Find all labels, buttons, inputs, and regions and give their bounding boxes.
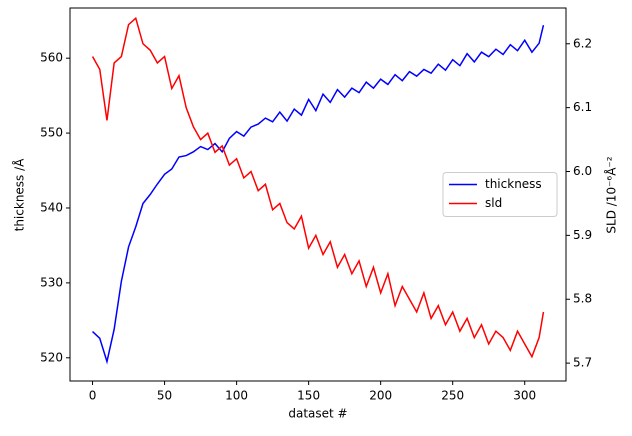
y-tick-label: 520 (40, 350, 63, 364)
y2-tick-label: 5.7 (573, 356, 592, 370)
x-axis-label: dataset # (288, 407, 347, 421)
legend-label: sld (485, 196, 502, 210)
y2-tick-label: 5.9 (573, 228, 592, 242)
x-tick-label: 250 (441, 389, 464, 403)
y2-tick-label: 6.0 (573, 164, 592, 178)
y-axis-label: thickness /Å (12, 158, 27, 232)
y2-tick-label: 6.2 (573, 36, 592, 50)
y2-axis-label: SLD /10⁻⁶Å⁻² (604, 156, 619, 233)
y-tick-label: 560 (40, 51, 63, 65)
x-tick-label: 300 (513, 389, 536, 403)
x-tick-label: 100 (225, 389, 248, 403)
x-tick-label: 0 (89, 389, 97, 403)
x-tick-label: 50 (157, 389, 172, 403)
series-line (92, 25, 545, 365)
y-tick-label: 540 (40, 200, 63, 214)
series-line (91, 16, 545, 359)
y-tick-label: 550 (40, 126, 63, 140)
x-tick-label: 150 (297, 389, 320, 403)
plot-frame (69, 7, 567, 382)
legend-label: thickness (485, 177, 542, 191)
x-tick-label: 200 (369, 389, 392, 403)
y2-tick-label: 6.1 (573, 100, 592, 114)
y-tick-label: 530 (40, 275, 63, 289)
legend-box (442, 172, 558, 217)
y2-tick-label: 5.8 (573, 292, 592, 306)
